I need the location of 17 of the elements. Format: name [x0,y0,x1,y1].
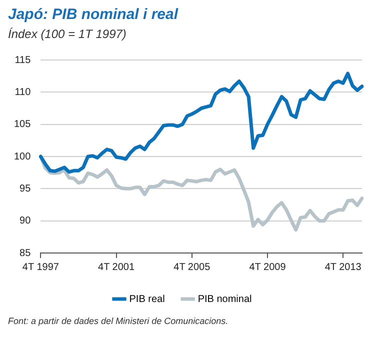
y-tick-label: 90 [20,216,32,227]
chart-subtitle: Índex (100 = 1T 1997) [8,27,126,41]
chart-title: Japó: PIB nominal i real [8,6,178,23]
x-tick-label: 4T 2005 [174,262,211,273]
y-tick-label: 110 [14,86,32,98]
y-tick-label: 85 [20,248,32,259]
x-tick-label: 4T 2013 [324,262,362,273]
x-tick-label: 4T 2001 [98,262,135,273]
text: Font: a partir de dades del Ministeri de Comunicacions. [8,316,228,326]
x-tick-label: 4T 2009 [249,262,286,273]
x-tick-label: 4T 1997 [22,262,60,273]
y-tick-label: 105 [14,119,32,130]
legend-label: PIB real [129,294,165,305]
y-tick-label: 115 [14,54,32,66]
y-tick-label: 100 [14,151,32,162]
legend-label: PIB nominal [198,294,252,305]
y-tick-label: 95 [20,183,32,194]
